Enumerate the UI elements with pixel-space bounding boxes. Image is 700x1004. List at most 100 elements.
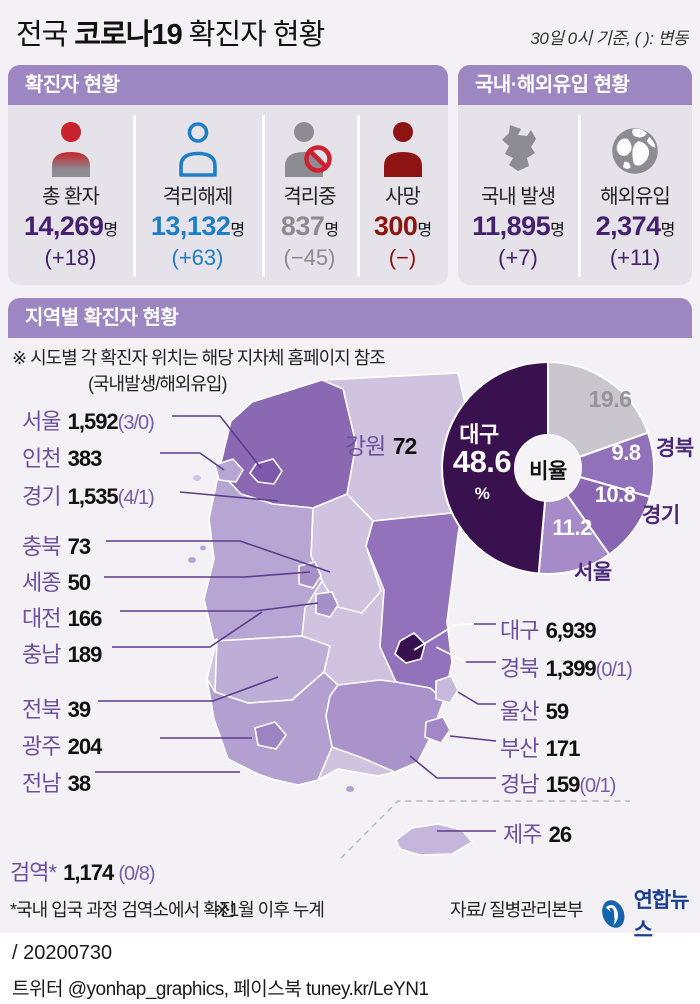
stat-value: 300명 — [373, 211, 432, 241]
yonhap-logo-mark — [602, 900, 625, 928]
map-note-2: (국내발생/해외유입) — [88, 374, 227, 394]
leader-lines-on-map — [413, 623, 475, 663]
stat-change: (−45) — [283, 245, 336, 270]
divider — [578, 115, 581, 277]
leader-incheon — [160, 452, 225, 471]
map-region-gyeonggi — [218, 379, 357, 509]
map-region-ulsan — [435, 675, 459, 704]
footer-date: / 20200730 — [12, 942, 113, 964]
origin-panel: 국내·해외유입 현황 국내 발생 11,895명 (+7) — [458, 65, 692, 285]
jeju-inset-dashed-line — [340, 800, 630, 859]
stat-value: 2,374명 — [595, 211, 676, 241]
korea-map-icon — [458, 105, 578, 177]
region-label-seoul: 서울 1,592(3/0) — [22, 409, 155, 434]
region-label-busan: 부산 171 — [500, 736, 580, 761]
data-source: 자료/ 질병관리본부 — [450, 900, 583, 920]
map-region-busan — [424, 716, 451, 744]
origin-panel-title: 국내·해외유입 현황 — [458, 65, 692, 105]
stat-value: 14,269명 — [23, 211, 118, 241]
pie-seoul-value: 11.2 — [552, 515, 592, 540]
map-region-gwangju — [254, 721, 287, 750]
region-label-sejong: 세종 50 — [22, 570, 91, 595]
patient-icon — [8, 105, 133, 177]
region-label-gyeongbuk: 경북 1,399(0/1) — [500, 656, 633, 681]
stat-change: (+63) — [171, 245, 224, 270]
isolating-icon — [262, 105, 357, 177]
stat-change: (+11) — [609, 245, 661, 270]
map-region-incheon — [214, 458, 244, 483]
leader-daejeon — [120, 602, 319, 612]
stat-label: 총 환자 — [42, 186, 100, 208]
leader-jeonbuk — [98, 676, 279, 702]
region-label-gyeongnam: 경남 159(0/1) — [500, 772, 616, 797]
stat-change: (+18) — [44, 245, 97, 270]
quarantine-footnote: *국내 입국 과정 검역소에서 확진 — [10, 900, 235, 920]
region-label-chungbuk: 충북 73 — [22, 534, 91, 559]
region-label-incheon: 인천 383 — [22, 446, 102, 471]
stat-label: 격리중 — [283, 186, 336, 208]
leader-ulsan — [457, 691, 496, 705]
region-label-gyeonggi: 경기 1,535(4/1) — [22, 484, 155, 509]
pie-etc-value: 19.6 — [588, 386, 632, 412]
stat-value: 11,895명 — [472, 211, 565, 241]
stat-isolating: 격리중 837명 (−45) — [262, 105, 357, 285]
globe-icon — [578, 105, 692, 177]
map-note-1: ※ 시도별 각 확진자 위치는 해당 지차체 홈페이지 참조 — [12, 348, 386, 368]
divider — [133, 115, 136, 277]
leader-gyeongbuk-inner — [435, 646, 467, 663]
basis-note: 30일 0시 기준, ( ): 변동 — [530, 29, 688, 48]
status-panel-title: 확진자 현황 — [8, 65, 448, 105]
pie-gyeonggi-name: 경기 — [642, 504, 680, 527]
region-section-title: 지역별 확진자 현황 — [8, 298, 692, 338]
yonhap-logo: 연합뉴스 — [597, 884, 700, 944]
stat-domestic: 국내 발생 11,895명 (+7) — [458, 105, 578, 285]
quarantine-label: 검역* 1,174 (0/8) — [10, 860, 155, 885]
map-small-islands — [188, 475, 354, 792]
region-label-jeju: 제주 26 — [503, 822, 572, 847]
leader-gyeongnam — [409, 755, 496, 779]
pie-daegu-value: 48.6 — [452, 444, 512, 479]
map-region-daejeon — [315, 591, 339, 618]
map-region-chungnam — [203, 470, 323, 642]
cumulative-footnote: ※1월 이후 누계 — [215, 900, 325, 920]
page-title: 전국 코로나19 확진자 현황 — [16, 19, 325, 51]
region-label-daejeon: 대전 166 — [22, 606, 102, 631]
stat-change: (−) — [388, 245, 417, 270]
map-region-daegu — [394, 632, 426, 664]
region-label-jeonbuk: 전북 39 — [22, 697, 91, 722]
pie-gyeongbuk-name: 경북 — [656, 437, 694, 460]
stat-value: 13,132명 — [150, 211, 245, 241]
region-label-chungnam: 충남 189 — [22, 642, 102, 667]
footer-social: 트위터 @yonhap_graphics, 페이스북 tuney.kr/LeYN… — [12, 979, 429, 1000]
status-panel: 확진자 현황 총 환자 14,269명 (+18) — [8, 65, 448, 285]
yonhap-logo-text: 연합뉴스 — [633, 889, 690, 942]
region-label-ulsan: 울산 59 — [500, 699, 569, 724]
stat-label: 국내 발생 — [480, 186, 556, 208]
released-icon — [133, 105, 262, 177]
region-label-daegu: 대구 6,939 — [500, 618, 597, 643]
pie-daegu-label: 대구 — [459, 422, 499, 447]
leader-chungbuk — [106, 540, 331, 573]
pie-center-label: 비율 — [529, 460, 567, 483]
leader-seoul — [172, 415, 262, 469]
share-donut-chart — [441, 360, 655, 575]
leader-sejong — [104, 571, 311, 578]
leader-daegu-inner — [413, 623, 475, 651]
pie-gyeongbuk-value: 9.8 — [611, 440, 641, 465]
divider — [357, 115, 360, 277]
leader-gyeonggi — [179, 491, 279, 502]
pie-center-hole — [515, 435, 581, 501]
stat-label: 격리해제 — [162, 186, 234, 208]
pie-percent-sign: % — [474, 484, 490, 503]
stat-change: (+7) — [498, 245, 538, 270]
region-label-jeonnam: 전남 38 — [22, 771, 91, 796]
leader-busan — [449, 735, 497, 742]
stat-released: 격리해제 13,132명 (+63) — [133, 105, 262, 285]
region-label-gwangju: 광주 204 — [22, 734, 102, 759]
death-icon — [357, 105, 448, 177]
pie-seoul-name: 서울 — [574, 561, 612, 584]
map-region-sejong — [298, 561, 322, 589]
stat-label: 해외유입 — [600, 186, 671, 208]
